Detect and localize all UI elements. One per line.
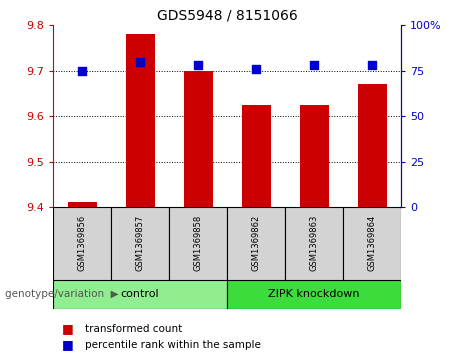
Point: [136, 59, 144, 65]
Title: GDS5948 / 8151066: GDS5948 / 8151066: [157, 9, 297, 23]
Point: [78, 68, 86, 74]
Text: GSM1369864: GSM1369864: [367, 215, 377, 271]
Bar: [53, 280, 227, 309]
Text: genotype/variation  ▶: genotype/variation ▶: [5, 289, 118, 299]
Text: GSM1369862: GSM1369862: [252, 215, 260, 271]
Text: percentile rank within the sample: percentile rank within the sample: [85, 340, 261, 350]
Point: [310, 62, 318, 68]
Text: GSM1369863: GSM1369863: [309, 215, 319, 272]
Bar: [285, 207, 343, 280]
Bar: [125, 34, 154, 207]
Text: GSM1369858: GSM1369858: [194, 215, 202, 271]
Bar: [300, 105, 329, 207]
Bar: [227, 280, 401, 309]
Bar: [67, 202, 96, 207]
Text: GSM1369856: GSM1369856: [77, 215, 87, 271]
Bar: [183, 71, 213, 207]
Bar: [53, 207, 111, 280]
Bar: [111, 207, 169, 280]
Text: GSM1369857: GSM1369857: [136, 215, 145, 271]
Point: [252, 66, 260, 72]
Bar: [227, 207, 285, 280]
Text: ZIPK knockdown: ZIPK knockdown: [268, 289, 360, 299]
Text: ■: ■: [62, 338, 74, 351]
Bar: [169, 207, 227, 280]
Text: transformed count: transformed count: [85, 323, 183, 334]
Text: ■: ■: [62, 322, 74, 335]
Point: [195, 62, 202, 68]
Bar: [242, 105, 271, 207]
Bar: [358, 85, 387, 207]
Bar: [343, 207, 401, 280]
Point: [368, 62, 376, 68]
Text: control: control: [121, 289, 160, 299]
